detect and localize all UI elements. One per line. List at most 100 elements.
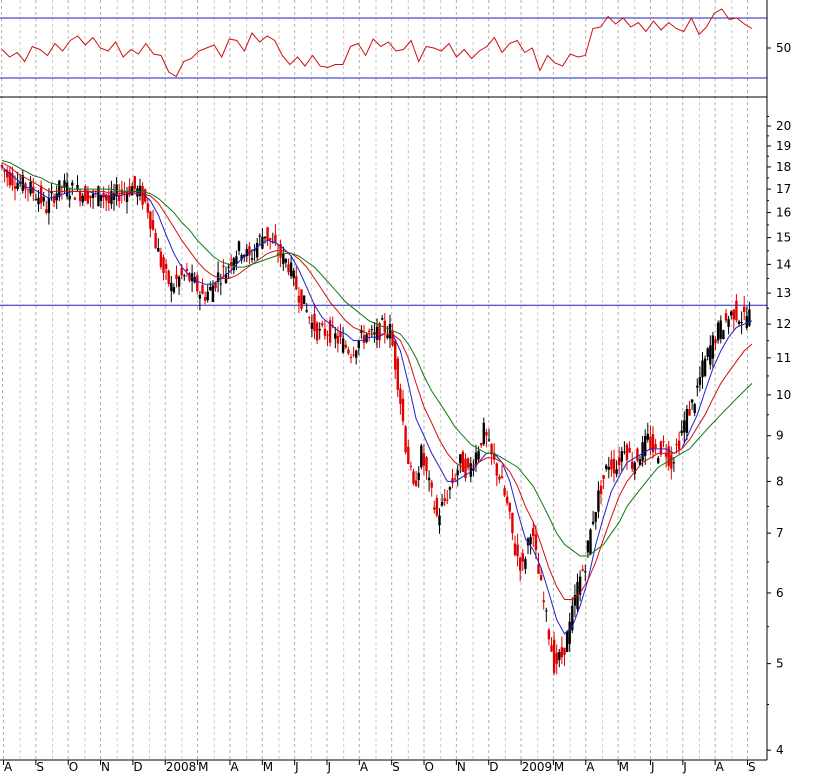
candle-body	[568, 621, 571, 644]
candle-body	[125, 192, 129, 202]
candle-body	[201, 284, 204, 294]
candle-body	[409, 465, 413, 467]
candle-body	[537, 564, 540, 574]
candle-body	[506, 496, 509, 504]
x-tick-label: D	[489, 760, 498, 774]
candle-body	[58, 180, 61, 197]
candle-body	[164, 263, 168, 269]
candle-body	[500, 476, 504, 479]
candle-body	[662, 441, 665, 443]
indicator-panel: 50	[0, 8, 791, 79]
candle-body	[274, 234, 277, 244]
candle-body	[422, 453, 426, 466]
candle-body	[605, 465, 608, 469]
y-tick-label: 16	[776, 206, 791, 220]
candle-body	[146, 203, 149, 213]
x-tick-label: J	[326, 760, 331, 774]
candle-body	[610, 459, 613, 470]
candle-body	[493, 453, 496, 460]
candle-body	[230, 262, 233, 266]
candle-body	[386, 335, 389, 338]
candle-body	[123, 192, 126, 194]
candle-body	[396, 358, 399, 390]
candle-body	[685, 409, 689, 433]
candle-body	[3, 169, 6, 172]
candle-body	[131, 186, 134, 196]
candle-body	[232, 258, 235, 271]
candle-body	[443, 498, 446, 502]
candle-body	[16, 182, 19, 189]
x-tick-label: N	[101, 760, 110, 774]
candle-body	[198, 295, 202, 299]
candle-body	[433, 507, 436, 510]
candle-body	[696, 385, 699, 388]
candle-body	[565, 631, 569, 652]
x-tick-label: O	[69, 760, 78, 774]
candle-body	[222, 265, 225, 267]
candle-body	[677, 440, 681, 450]
candle-body	[110, 191, 113, 204]
candle-body	[157, 248, 160, 252]
candle-body	[584, 571, 587, 573]
candle-body	[448, 487, 452, 490]
candle-body	[128, 186, 131, 196]
y-tick-label: 5	[776, 657, 784, 671]
candle-body	[690, 399, 694, 403]
candle-body	[550, 645, 553, 652]
candle-body	[118, 195, 121, 202]
candle-body	[349, 356, 353, 358]
candle-body	[394, 340, 397, 370]
x-tick-label: A	[4, 760, 13, 774]
candle-body	[730, 311, 733, 316]
candle-body	[162, 257, 165, 273]
candle-body	[716, 322, 720, 341]
candle-body	[360, 329, 363, 333]
candle-body	[256, 242, 259, 258]
candle-body	[266, 227, 269, 241]
x-tick-label: M	[554, 760, 564, 774]
x-tick-label: J	[682, 760, 687, 774]
candle-body	[84, 186, 87, 201]
candle-body	[438, 515, 441, 526]
candle-body	[401, 398, 405, 422]
candle-body	[209, 287, 212, 291]
candle-body	[388, 324, 392, 339]
candle-body	[183, 275, 186, 277]
candle-body	[456, 470, 459, 476]
candle-body	[464, 458, 467, 478]
candle-body	[698, 377, 702, 385]
candle-body	[261, 236, 264, 249]
y-tick-label: 15	[776, 231, 791, 245]
candle-body	[724, 313, 728, 321]
candle-body	[50, 191, 53, 194]
x-tick-label: O	[425, 760, 434, 774]
candle-body	[453, 478, 457, 480]
candle-body	[245, 249, 248, 257]
x-tick-label: 2009	[522, 760, 553, 774]
candle-body	[91, 193, 95, 198]
candle-body	[26, 189, 30, 191]
candle-body	[623, 451, 626, 453]
candle-body	[513, 543, 517, 555]
vertical-gridlines	[1, 0, 748, 761]
candle-body	[508, 503, 511, 512]
candle-body	[219, 283, 222, 285]
candle-body	[555, 652, 558, 664]
candle-body	[370, 329, 373, 331]
candle-body	[480, 443, 483, 446]
candle-body	[318, 328, 321, 331]
candle-body	[498, 476, 501, 480]
candle-body	[305, 310, 308, 312]
y-tick-label: 8	[776, 474, 784, 488]
candle-body	[133, 176, 136, 189]
candle-body	[276, 253, 280, 255]
candle-body	[308, 317, 311, 319]
candle-body	[206, 291, 209, 301]
candle-body	[258, 235, 261, 237]
candle-body	[722, 330, 725, 340]
candle-body	[589, 529, 592, 555]
candle-body	[714, 339, 717, 344]
candle-body	[628, 448, 631, 453]
candle-body	[63, 180, 66, 188]
